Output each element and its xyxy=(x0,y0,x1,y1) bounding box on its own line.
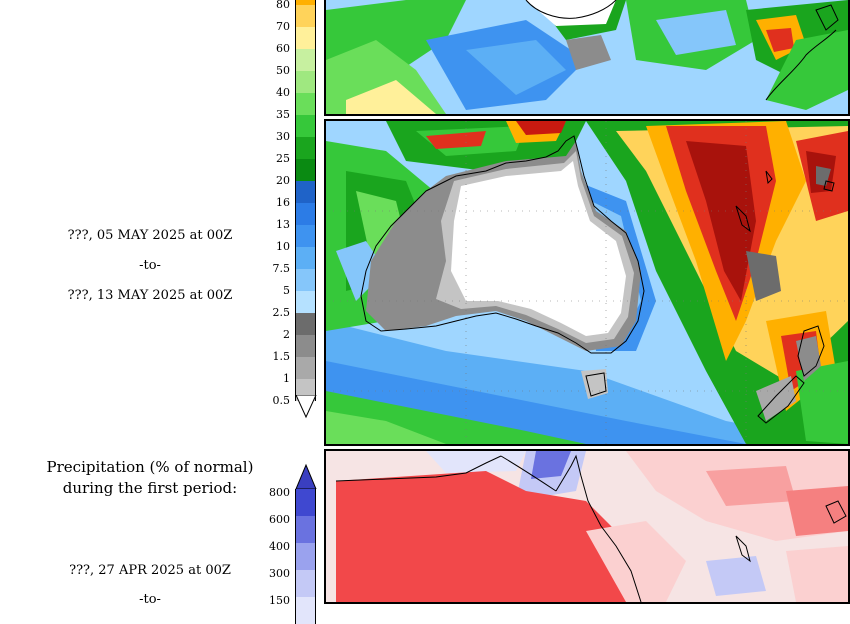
map-panel-top xyxy=(324,0,850,116)
precip-scale-label: 60 xyxy=(276,42,290,55)
precip-scale-label: 1.5 xyxy=(272,350,291,363)
precip-scale-label: 1 xyxy=(283,372,290,385)
precip-scale-label: 25 xyxy=(276,152,290,165)
anomaly-scale-swatch xyxy=(295,570,316,597)
anomaly-scale-swatch xyxy=(295,597,316,624)
anomaly-title: Precipitation (% of normal) xyxy=(46,458,254,476)
anomaly-scale-label: 600 xyxy=(269,513,290,526)
anomaly-scale-swatch xyxy=(295,543,316,570)
anomaly-scale-swatch xyxy=(295,489,316,516)
precip-scale-label: 2.5 xyxy=(272,306,291,319)
precip-scale-swatch xyxy=(295,269,316,291)
precip-scale-swatch xyxy=(295,159,316,181)
precip-scale-swatch xyxy=(295,115,316,137)
precip-scale-swatch xyxy=(295,225,316,247)
precip-scale-label: 30 xyxy=(276,130,290,143)
precip-scale-label: 7.5 xyxy=(272,262,291,275)
anomaly-scale-label: 150 xyxy=(269,594,290,607)
precip-scale-label: 70 xyxy=(276,20,290,33)
precip-scale-label: 35 xyxy=(276,108,290,121)
precip-scale-swatch xyxy=(295,291,316,313)
precip-scale-label: 10 xyxy=(276,240,290,253)
precip-scale-swatch xyxy=(295,137,316,159)
precip-scale-label: 0.5 xyxy=(272,394,291,407)
precip-scale-swatch xyxy=(295,313,316,335)
precip-scale-swatch xyxy=(295,71,316,93)
anomaly-scale-swatch xyxy=(295,516,316,543)
precip-scale-swatch xyxy=(295,247,316,269)
precip-scale-swatch xyxy=(295,335,316,357)
anomaly-scale-label: 800 xyxy=(269,486,290,499)
period-start-label: ???, 05 MAY 2025 at 00Z xyxy=(67,228,233,243)
precip-scale-label: 40 xyxy=(276,86,290,99)
precip-scale-label: 50 xyxy=(276,64,290,77)
precip-scale-label: 16 xyxy=(276,196,290,209)
precip-scale-swatch xyxy=(295,357,316,379)
precip-scale-swatch xyxy=(295,181,316,203)
anomaly-scale-top-arrow xyxy=(295,463,317,489)
precip-scale-swatch xyxy=(295,5,316,27)
map-panel-anomaly xyxy=(324,449,850,604)
anomaly-scale-label: 400 xyxy=(269,540,290,553)
precip-scale-swatch xyxy=(295,27,316,49)
precip-scale-label: 13 xyxy=(276,218,290,231)
scale-bottom-arrow xyxy=(295,395,317,419)
precip-scale-label: 20 xyxy=(276,174,290,187)
period-end-label: ???, 13 MAY 2025 at 00Z xyxy=(67,288,233,303)
precip-scale-label: 80 xyxy=(276,0,290,11)
precip-scale-swatch xyxy=(295,203,316,225)
map-panel-precipitation xyxy=(324,119,850,446)
precip-scale-swatch xyxy=(295,0,316,5)
period-separator-label: -to- xyxy=(139,258,161,273)
anomaly-scale-label: 300 xyxy=(269,567,290,580)
precip-scale-swatch xyxy=(295,49,316,71)
anomaly-period-start-label: ???, 27 APR 2025 at 00Z xyxy=(69,563,231,578)
precip-scale-swatch xyxy=(295,93,316,115)
precip-scale-label: 5 xyxy=(283,284,290,297)
anomaly-subtitle: during the first period: xyxy=(62,479,238,497)
precip-scale-label: 2 xyxy=(283,328,290,341)
